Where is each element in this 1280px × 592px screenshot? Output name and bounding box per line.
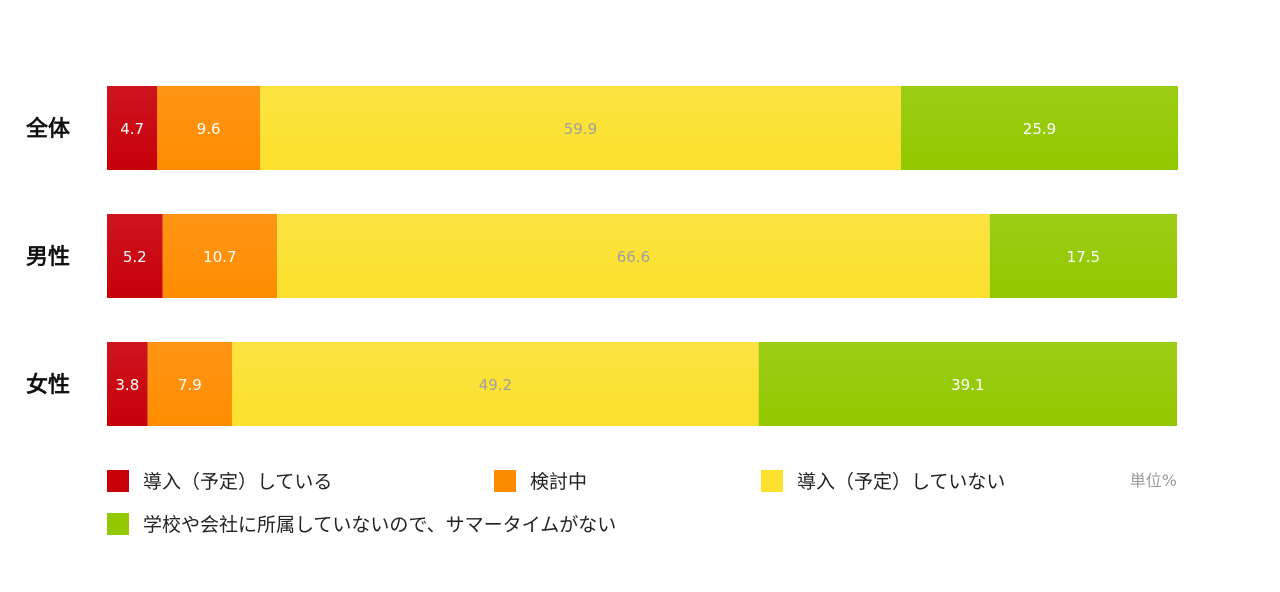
bar-segment [147,342,233,426]
data-label: 17.5 [1067,248,1100,266]
legend-label: 導入（予定）していない [797,471,1005,493]
bar-segment [758,342,1177,426]
legend-swatch [761,470,783,492]
legend-label: 検討中 [530,471,587,493]
data-label: 3.8 [115,376,139,394]
category-label: 全体 [25,116,71,142]
bar-segment [107,342,148,426]
bar-segment [277,214,990,298]
legend-label: 導入（予定）している [143,471,332,493]
data-label: 66.6 [617,248,650,266]
data-label: 9.6 [197,120,221,138]
legend-swatch [494,470,516,492]
data-label: 4.7 [120,120,144,138]
data-label: 39.1 [951,376,984,394]
data-label: 25.9 [1023,120,1056,138]
category-label: 女性 [26,372,70,398]
bar-segment [157,86,261,170]
bar-segment [162,214,278,298]
bar-segment [900,86,1179,170]
data-label: 10.7 [203,248,236,266]
data-label: 7.9 [178,376,202,394]
legend-label: 学校や会社に所属していないので、サマータイムがない [143,514,616,536]
legend-swatch [107,470,129,492]
unit-label: 単位% [1130,471,1177,490]
data-label: 5.2 [123,248,147,266]
data-label: 59.9 [564,120,597,138]
legend-swatch [107,513,129,535]
bar-segment [989,214,1177,298]
bar-segment [260,86,901,170]
bar-segment [107,86,158,170]
bar-segment [232,342,759,426]
data-label: 49.2 [479,376,512,394]
bar-segment [107,214,163,298]
category-label: 男性 [26,245,70,270]
